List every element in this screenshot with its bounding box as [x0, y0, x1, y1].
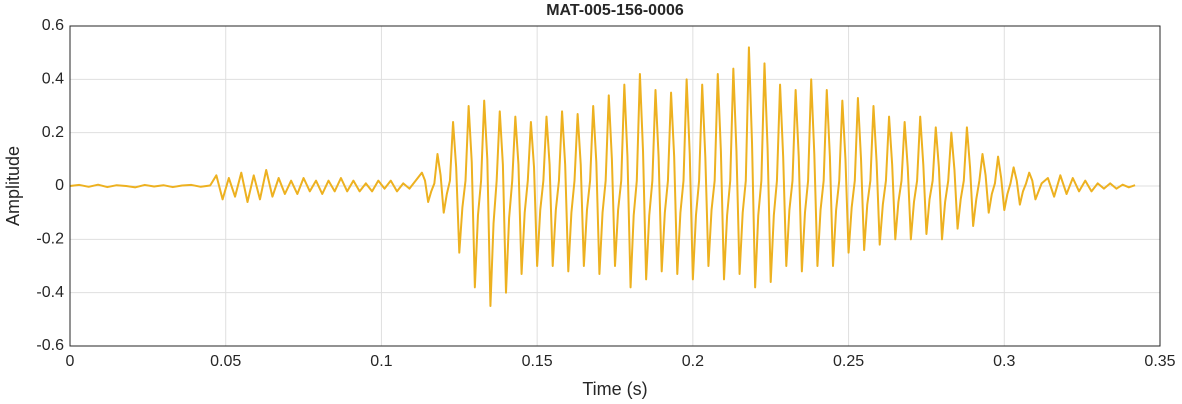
- y-tick-label: 0: [55, 177, 64, 194]
- y-tick-label: 0.2: [42, 124, 64, 141]
- y-tick-label: -0.4: [36, 284, 64, 301]
- y-tick-label: 0.4: [42, 71, 64, 88]
- x-tick-label: 0.25: [833, 353, 864, 370]
- chart-title: MAT-005-156-0006: [546, 2, 684, 19]
- x-tick-label: 0.05: [210, 353, 241, 370]
- x-tick-label: 0.35: [1144, 353, 1175, 370]
- y-axis-label: Amplitude: [3, 146, 23, 226]
- y-tick-label: -0.2: [36, 231, 64, 248]
- x-tick-label: 0.3: [993, 353, 1015, 370]
- x-tick-label: 0.1: [370, 353, 392, 370]
- x-tick-label: 0: [66, 353, 75, 370]
- x-axis-label: Time (s): [582, 379, 647, 399]
- x-tick-label: 0.2: [682, 353, 704, 370]
- y-tick-label: 0.6: [42, 17, 64, 34]
- y-tick-label: -0.6: [36, 337, 64, 354]
- plot-frame: [69, 25, 1161, 347]
- waveform-line: [69, 46, 1136, 307]
- x-tick-label: 0.15: [522, 353, 553, 370]
